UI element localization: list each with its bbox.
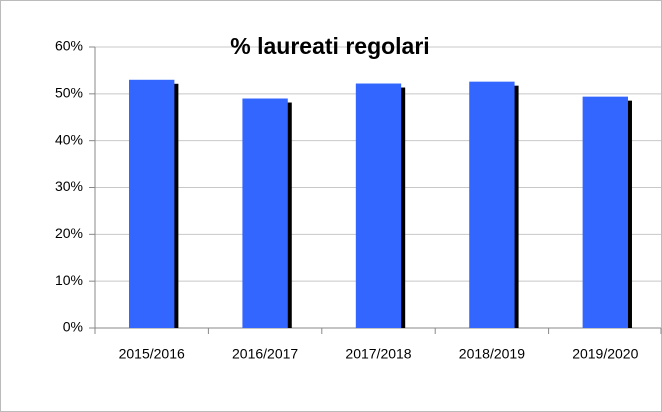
y-tick-label: 10%: [55, 272, 83, 288]
y-tick-label: 40%: [55, 131, 83, 147]
x-tick-label: 2016/2017: [232, 346, 298, 362]
bar: [129, 79, 175, 329]
y-tick-label: 50%: [55, 85, 83, 101]
x-tick-label: 2019/2020: [572, 346, 638, 362]
y-tick-label: 60%: [55, 38, 83, 54]
x-tick-label: 2018/2019: [459, 346, 525, 362]
y-tick-label: 20%: [55, 225, 83, 241]
y-tick-label: 0%: [63, 319, 83, 335]
x-tick-label: 2017/2018: [345, 346, 411, 362]
bar: [242, 98, 288, 329]
bar: [582, 96, 628, 328]
x-tick-label: 2015/2016: [119, 346, 185, 362]
bar: [355, 83, 402, 328]
y-tick-label: 30%: [55, 178, 83, 194]
chart-title: % laureati regolari: [230, 33, 429, 59]
bar: [469, 81, 515, 328]
